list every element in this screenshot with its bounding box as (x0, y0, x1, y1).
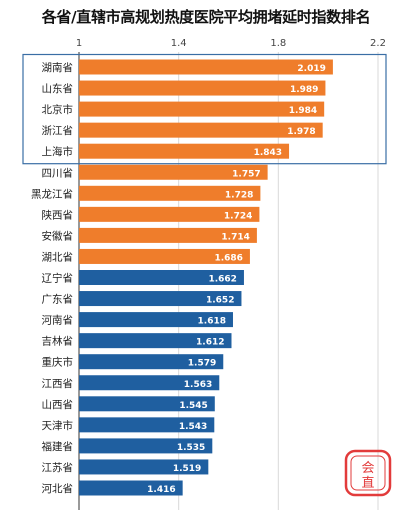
data-label: 1.416 (147, 485, 175, 495)
category-label: 安徽省 (42, 229, 74, 242)
category-label: 北京市 (42, 103, 74, 116)
data-label: 1.724 (224, 211, 252, 221)
data-label: 1.843 (254, 148, 282, 158)
category-label: 山东省 (42, 82, 74, 95)
bar (79, 333, 232, 349)
data-label: 1.728 (225, 190, 253, 200)
category-label: 江苏省 (42, 461, 74, 474)
bar (79, 417, 215, 433)
category-label: 河北省 (42, 482, 74, 495)
bar (79, 206, 260, 222)
svg-text:直: 直 (361, 476, 374, 491)
category-label: 上海市 (42, 145, 74, 158)
data-label: 1.579 (188, 359, 216, 369)
category-label: 四川省 (42, 166, 74, 179)
bar (79, 80, 326, 96)
x-tick-label: 1.8 (270, 38, 286, 49)
category-label: 山西省 (42, 398, 74, 411)
data-label: 1.545 (179, 401, 207, 411)
bar (79, 375, 220, 391)
seal-stamp-logo: 会 直 (344, 449, 392, 497)
data-label: 1.612 (196, 338, 224, 348)
bar (79, 312, 233, 328)
bar (79, 164, 268, 180)
chart-title: 各省/直辖市高规划热度医院平均拥堵延时指数排名 (41, 8, 371, 26)
category-label: 广东省 (42, 293, 74, 306)
bar (79, 354, 224, 370)
bar (79, 480, 183, 496)
svg-text:会: 会 (361, 461, 374, 476)
category-label: 湖北省 (42, 250, 74, 263)
category-label: 江西省 (42, 377, 74, 390)
data-label: 1.989 (290, 85, 318, 95)
bar (79, 291, 242, 307)
data-label: 1.662 (208, 275, 236, 285)
bar (79, 101, 325, 117)
highlight-box (22, 53, 387, 165)
bar (79, 270, 244, 285)
category-label: 陕西省 (42, 208, 74, 221)
data-label: 1.757 (232, 169, 260, 179)
category-label: 天津市 (42, 419, 74, 432)
category-label: 重庆市 (42, 356, 74, 369)
data-label: 1.714 (221, 232, 249, 242)
data-label: 1.543 (179, 422, 207, 432)
category-label: 福建省 (42, 440, 74, 453)
data-label: 1.535 (177, 443, 205, 453)
bar (79, 438, 213, 454)
x-tick-label: 1 (76, 38, 82, 49)
data-label: 1.686 (214, 253, 242, 263)
data-label: 1.563 (184, 380, 212, 390)
bar (79, 185, 261, 201)
bar (79, 396, 215, 412)
bar (79, 459, 209, 475)
category-label: 黑龙江省 (31, 187, 73, 200)
bar (79, 143, 290, 159)
bar (79, 59, 333, 75)
category-label: 吉林省 (42, 335, 74, 348)
data-label: 1.978 (287, 127, 315, 137)
category-label: 辽宁省 (42, 272, 74, 285)
x-tick-label: 2.2 (370, 38, 386, 49)
category-label: 浙江省 (42, 124, 74, 137)
data-label: 1.984 (289, 106, 317, 116)
bar (79, 248, 250, 264)
category-label: 河南省 (42, 314, 74, 327)
bar (79, 227, 257, 243)
data-label: 1.652 (206, 296, 234, 306)
data-label: 1.618 (198, 317, 226, 327)
data-label: 2.019 (297, 64, 325, 74)
data-label: 1.519 (173, 464, 201, 474)
bar (79, 122, 323, 138)
x-tick-label: 1.4 (171, 38, 187, 49)
category-label: 湖南省 (42, 61, 74, 74)
